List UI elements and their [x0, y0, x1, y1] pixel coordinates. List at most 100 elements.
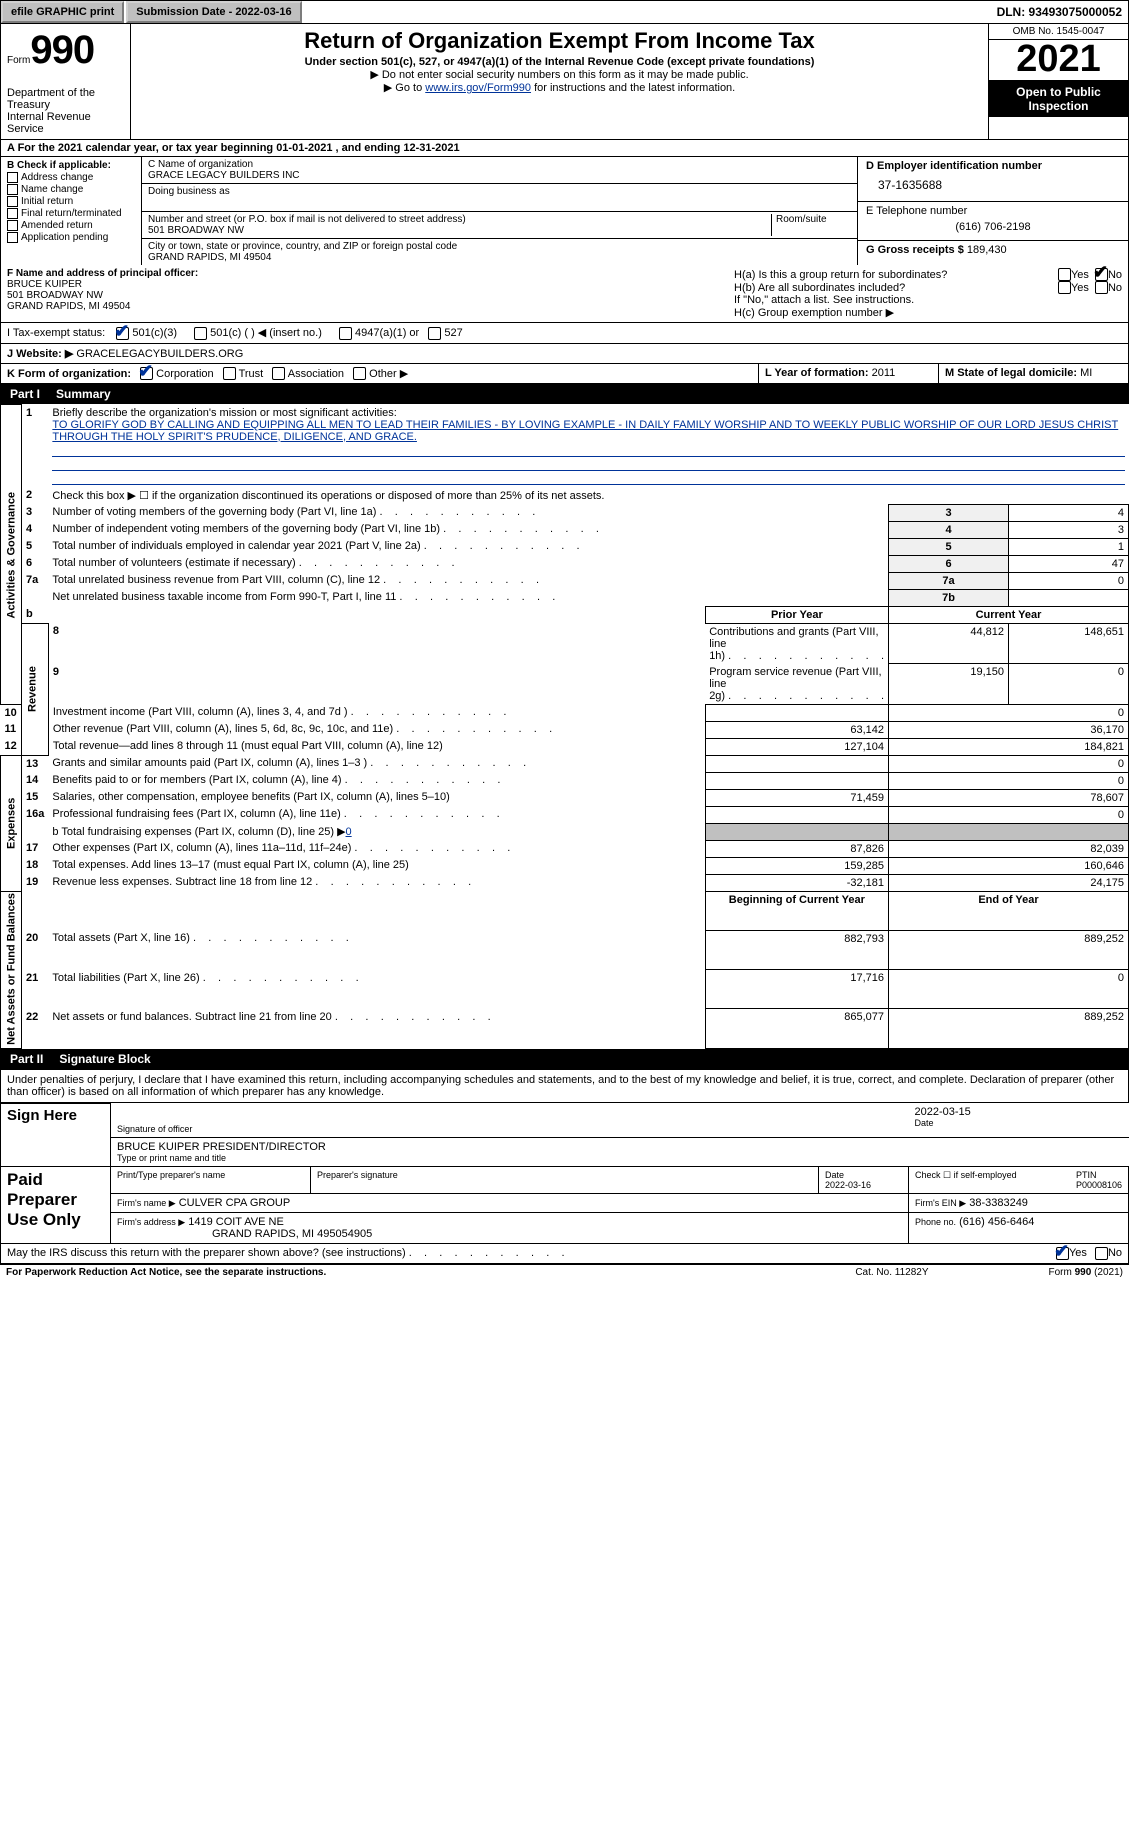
ein-label: D Employer identification number — [866, 160, 1120, 172]
part1-header: Part I Summary — [0, 384, 1129, 404]
bcd-grid: B Check if applicable: Address change Na… — [0, 157, 1129, 265]
submission-date: Submission Date - 2022-03-16 — [126, 1, 301, 23]
prep-sig-label: Preparer's signature — [311, 1167, 819, 1194]
prep-name-label: Print/Type preparer's name — [111, 1167, 311, 1194]
side-expenses: Expenses — [1, 755, 22, 891]
sign-here-label: Sign Here — [1, 1103, 111, 1167]
checkbox-final-return[interactable] — [7, 208, 18, 219]
irs-link[interactable]: www.irs.gov/Form990 — [425, 82, 531, 94]
row-j: J Website: ▶ GRACELEGACYBUILDERS.ORG — [0, 344, 1129, 364]
chk-assoc[interactable] — [272, 367, 285, 380]
discuss-yes[interactable] — [1056, 1247, 1069, 1260]
phone-value: (616) 706-2198 — [866, 217, 1120, 237]
state-domicile: MI — [1080, 367, 1092, 379]
ha-yes[interactable] — [1058, 268, 1071, 281]
form-header: Form 990 Department of the Treasury Inte… — [0, 24, 1129, 140]
chk-527[interactable] — [428, 327, 441, 340]
org-name: GRACE LEGACY BUILDERS INC — [148, 170, 851, 181]
hc-label: H(c) Group exemption number ▶ — [734, 306, 1122, 319]
side-activities: Activities & Governance — [1, 405, 22, 705]
website-value: GRACELEGACYBUILDERS.ORG — [76, 348, 243, 360]
year-formation: 2011 — [872, 367, 896, 379]
row-fh: F Name and address of principal officer:… — [0, 265, 1129, 323]
cat-no: Cat. No. 11282Y — [855, 1267, 928, 1278]
checkbox-amended[interactable] — [7, 220, 18, 231]
officer-name: BRUCE KUIPER — [7, 279, 722, 290]
ptin-value: P00008106 — [1076, 1180, 1122, 1190]
gross-label: G Gross receipts $ — [866, 244, 964, 256]
tax-year: 2021 — [989, 40, 1128, 81]
check-self-employed[interactable]: Check ☐ if self-employed — [915, 1170, 1017, 1180]
checkbox-initial-return[interactable] — [7, 196, 18, 207]
firm-addr1: 1419 COIT AVE NE — [188, 1216, 284, 1228]
chk-trust[interactable] — [223, 367, 236, 380]
city-value: GRAND RAPIDS, MI 49504 — [148, 252, 851, 263]
date-label: Date — [915, 1118, 1123, 1128]
paperwork-notice: For Paperwork Reduction Act Notice, see … — [6, 1267, 855, 1278]
penalty-statement: Under penalties of perjury, I declare th… — [0, 1069, 1129, 1103]
chk-other[interactable] — [353, 367, 366, 380]
firm-addr2: GRAND RAPIDS, MI 495054905 — [212, 1228, 372, 1240]
open-public-label: Open to Public Inspection — [989, 81, 1128, 117]
officer-label: F Name and address of principal officer: — [7, 268, 722, 279]
gross-value: 189,430 — [967, 244, 1007, 256]
form-note2: ▶ Go to www.irs.gov/Form990 for instruct… — [137, 81, 982, 94]
ha-no[interactable] — [1095, 268, 1108, 281]
phone-label: E Telephone number — [866, 205, 1120, 217]
hb-no[interactable] — [1095, 281, 1108, 294]
paid-preparer-label: Paid Preparer Use Only — [1, 1167, 111, 1244]
form-word: Form — [7, 55, 30, 66]
form-title: Return of Organization Exempt From Incom… — [137, 28, 982, 54]
hb-label: H(b) Are all subordinates included? — [734, 282, 1058, 294]
may-irs-discuss: May the IRS discuss this return with the… — [7, 1247, 1056, 1260]
checkbox-name-change[interactable] — [7, 184, 18, 195]
chk-corp[interactable] — [140, 367, 153, 380]
row-a-period: A For the 2021 calendar year, or tax yea… — [0, 140, 1129, 157]
chk-501c3[interactable] — [116, 327, 129, 340]
dln-label: DLN: 93493075000052 — [997, 5, 1128, 19]
checkbox-address-change[interactable] — [7, 172, 18, 183]
type-name-label: Type or print name and title — [117, 1153, 1123, 1163]
line2: Check this box ▶ ☐ if the organization d… — [48, 487, 1128, 505]
firm-ein: 38-3383249 — [969, 1197, 1028, 1209]
city-label: City or town, state or province, country… — [148, 241, 851, 252]
irs-label: Internal Revenue Service — [7, 111, 124, 135]
footer: For Paperwork Reduction Act Notice, see … — [0, 1264, 1129, 1280]
chk-4947[interactable] — [339, 327, 352, 340]
section-b-title: B Check if applicable: — [7, 160, 135, 171]
dba-label: Doing business as — [148, 186, 851, 197]
side-net-assets: Net Assets or Fund Balances — [1, 891, 22, 1048]
topbar: efile GRAPHIC print Submission Date - 20… — [0, 0, 1129, 24]
officer-addr2: GRAND RAPIDS, MI 49504 — [7, 301, 722, 312]
part2-header: Part II Signature Block — [0, 1049, 1129, 1069]
summary-table: Activities & Governance 1 Briefly descri… — [0, 404, 1129, 1048]
side-revenue: Revenue — [22, 623, 49, 755]
ein-value: 37-1635688 — [866, 172, 1120, 198]
line1-label: Briefly describe the organization's miss… — [52, 407, 396, 419]
form-ref: Form 990 (2021) — [1049, 1267, 1123, 1278]
row-i: I Tax-exempt status: 501(c)(3) 501(c) ( … — [0, 323, 1129, 344]
row-k: K Form of organization: Corporation Trus… — [0, 364, 1129, 385]
form-subtitle: Under section 501(c), 527, or 4947(a)(1)… — [137, 56, 982, 68]
sig-date: 2022-03-15 — [915, 1106, 1123, 1118]
addr-value: 501 BROADWAY NW — [148, 225, 771, 236]
officer-addr1: 501 BROADWAY NW — [7, 290, 722, 301]
officer-print-name: BRUCE KUIPER PRESIDENT/DIRECTOR — [117, 1141, 1123, 1153]
form-number: 990 — [30, 28, 94, 73]
hb-note: If "No," attach a list. See instructions… — [734, 294, 1122, 306]
ha-label: H(a) Is this a group return for subordin… — [734, 269, 1058, 281]
form-note1: ▶ Do not enter social security numbers o… — [137, 68, 982, 81]
org-name-label: C Name of organization — [148, 159, 851, 170]
addr-label: Number and street (or P.O. box if mail i… — [148, 214, 771, 225]
dept-treasury: Department of the Treasury — [7, 87, 124, 111]
signature-table: Sign Here Signature of officer 2022-03-1… — [0, 1103, 1129, 1245]
hb-yes[interactable] — [1058, 281, 1071, 294]
efile-print-button[interactable]: efile GRAPHIC print — [1, 1, 124, 23]
room-suite-label: Room/suite — [771, 214, 851, 236]
firm-phone: (616) 456-6464 — [959, 1216, 1034, 1228]
chk-501c[interactable] — [194, 327, 207, 340]
checkbox-app-pending[interactable] — [7, 232, 18, 243]
firm-name: CULVER CPA GROUP — [179, 1197, 290, 1209]
discuss-no[interactable] — [1095, 1247, 1108, 1260]
sig-officer-label: Signature of officer — [117, 1124, 903, 1134]
